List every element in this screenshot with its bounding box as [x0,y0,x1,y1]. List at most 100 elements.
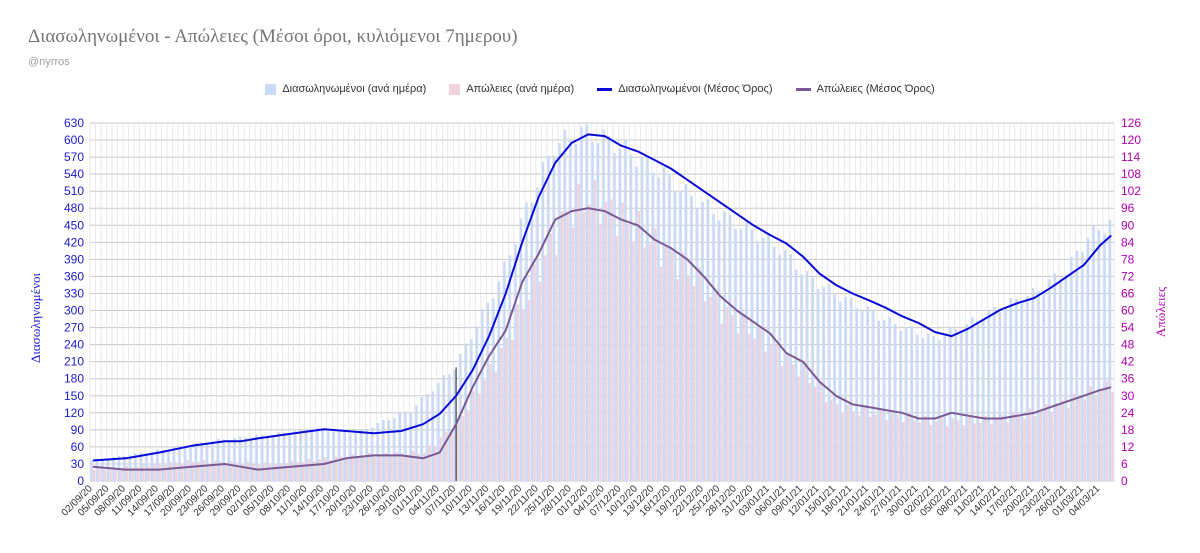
legend-item-deaths-line[interactable]: Απώλειες (Μέσος Όρος) [795,83,935,95]
deaths-bar [434,445,437,481]
right-tick-label: 84 [1121,235,1135,249]
intubated-bar [393,418,396,481]
deaths-bar [279,462,283,481]
intubated-bar [139,452,143,481]
intubated-bar [283,432,286,481]
intubated-bar [1097,230,1101,481]
deaths-bar [874,414,877,481]
left-tick-label: 600 [64,133,84,147]
deaths-bar [522,309,525,481]
intubated-bar [927,333,930,481]
deaths-bar [533,264,536,481]
deaths-bar [334,456,338,481]
intubated-bar [552,155,556,482]
deaths-bar [1001,414,1004,481]
intubated-bar [850,297,853,481]
intubated-bar [1009,298,1013,481]
series-lines [92,133,1112,471]
intubated-bar [541,162,545,481]
left-tick-label: 150 [64,389,84,403]
deaths-bars [92,179,1114,482]
intubated-bar [745,220,748,481]
intubated-bar [244,437,247,481]
intubated-bar [1086,237,1090,481]
intubated-bar [613,153,616,481]
intubated-bar [299,428,302,481]
deaths-bar [384,452,387,481]
intubated-bar [734,228,737,481]
intubated-bar [156,449,159,481]
deaths-bar [555,255,558,481]
deaths-bar [913,420,916,481]
intubated-bar [195,443,198,481]
intubated-bar [558,143,561,481]
deaths-bar [1050,412,1054,481]
deaths-bar [461,416,464,481]
right-tick-label: 30 [1121,389,1135,403]
deaths-bar [621,202,624,481]
intubated-bar [514,244,517,481]
left-tick-label: 570 [64,150,84,164]
right-tick-label: 0 [1121,474,1128,488]
deaths-bar [538,281,542,481]
deaths-bar [472,390,475,481]
deaths-bar [213,461,217,481]
right-tick-label: 96 [1121,201,1135,215]
deaths-bar [819,383,822,481]
deaths-bar [841,413,844,481]
left-tick-label: 540 [64,167,84,181]
left-tick-label: 270 [64,321,84,335]
intubated-bar [855,308,858,481]
intubated-bar [338,429,341,481]
deaths-bar [924,415,927,481]
intubated-bar [431,391,435,481]
intubated-bar [839,301,842,481]
intubated-bar [189,445,192,481]
right-tick-label: 78 [1121,252,1135,266]
left-tick-label: 90 [71,423,85,437]
deaths-bar [191,461,195,481]
right-tick-label: 42 [1121,355,1135,369]
intubated-bar [1103,233,1106,481]
deaths-bar [340,456,343,481]
intubated-bar [327,431,330,481]
intubated-bar [387,420,391,481]
intubated-bar [1064,274,1068,481]
intubated-bar [718,220,721,482]
deaths-bar [224,463,228,481]
deaths-bar [659,266,663,481]
deaths-bar [791,364,795,481]
x-axis-ticks: 02/09/2005/09/2008/09/2011/09/2014/09/20… [60,483,1103,519]
intubated-bar [497,281,501,481]
left-tick-label: 630 [64,116,84,130]
deaths-bar [1061,400,1065,481]
intubated-bar [795,269,798,481]
intubated-bar [1026,295,1029,481]
deaths-bar [1012,412,1015,481]
right-tick-label: 18 [1121,423,1135,437]
left-tick-label: 0 [77,474,84,488]
deaths-bar [797,376,800,481]
intubated-bar [1031,287,1035,481]
deaths-bar [780,365,784,481]
deaths-bar [307,458,310,481]
legend-item-intubated-bar[interactable]: Διασωληνωμένοι (ανά ημέρα) [265,83,426,95]
intubated-bar [756,241,759,481]
intubated-bar [255,435,258,481]
intubated-bar [696,208,699,481]
deaths-bar [758,326,762,481]
intubated-bar [899,330,903,481]
deaths-bar [896,414,899,481]
intubated-bar [222,439,225,481]
intubated-bar [508,255,512,481]
deaths-bar [329,460,332,481]
intubated-bar [960,331,963,481]
deaths-bar [478,393,481,481]
intubated-avg-line [92,133,1112,462]
legend-item-intubated-line[interactable]: Διασωληνωμένοι (Μέσος Όρος) [597,83,773,95]
deaths-bar [852,411,855,481]
intubated-bar [503,261,506,481]
deaths-bar [208,463,211,481]
intubated-bar [767,234,770,481]
legend-item-deaths-bar[interactable]: Απώλειες (ανά ημέρα) [449,83,574,95]
